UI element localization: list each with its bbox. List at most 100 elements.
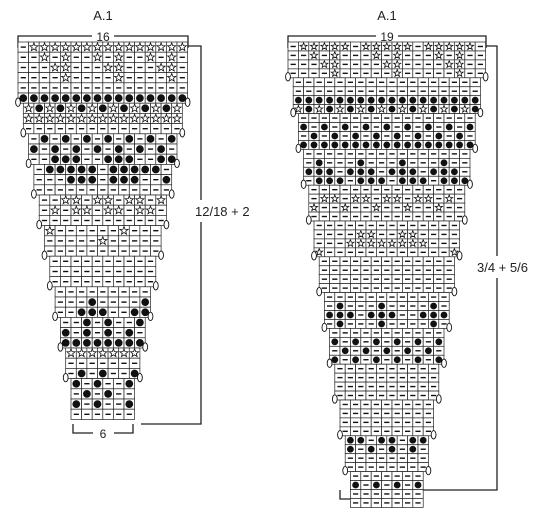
dot-stitch-symbol [107, 164, 120, 175]
purl-stitch-symbol [350, 408, 362, 419]
increase-marker [337, 430, 343, 440]
purl-stitch-symbol [324, 292, 336, 302]
purl-stitch-symbol [123, 276, 135, 288]
dot-stitch-symbol [97, 102, 109, 114]
purl-stitch-symbol [376, 444, 388, 455]
purl-stitch-symbol [65, 296, 77, 308]
purl-stitch-symbol [443, 131, 455, 141]
purl-stitch-symbol [381, 399, 393, 410]
purl-stitch-symbol [391, 489, 403, 499]
dot-stitch-symbol [412, 131, 424, 141]
purl-stitch-symbol [438, 247, 450, 258]
purl-stitch-symbol [97, 225, 109, 237]
purl-stitch-symbol [160, 123, 173, 135]
star-stitch-symbol [350, 193, 362, 204]
star-stitch-symbol [86, 113, 98, 124]
purl-stitch-symbol [376, 381, 388, 392]
purl-stitch-symbol [350, 202, 362, 213]
purl-stitch-symbol [355, 149, 367, 159]
purl-stitch-symbol [412, 426, 424, 437]
dot-stitch-symbol [412, 337, 424, 347]
purl-stitch-symbol [113, 408, 125, 420]
purl-stitch-symbol [160, 164, 173, 175]
purl-stitch-symbol [298, 113, 310, 123]
purl-stitch-symbol [134, 62, 146, 73]
purl-stitch-symbol [355, 462, 367, 472]
star-stitch-symbol [443, 193, 455, 204]
dot-stitch-symbol [407, 95, 419, 105]
purl-stitch-symbol [386, 453, 398, 464]
purl-stitch-symbol [303, 86, 315, 97]
purl-stitch-symbol [118, 245, 130, 257]
purl-stitch-symbol [318, 265, 330, 276]
star-stitch-symbol [49, 62, 61, 73]
purl-stitch-symbol [113, 327, 125, 339]
purl-stitch-symbol [365, 319, 377, 329]
dot-stitch-symbol [144, 133, 157, 145]
purl-stitch-symbol [344, 220, 356, 231]
dot-stitch-symbol [396, 175, 408, 186]
increase-marker [295, 143, 302, 154]
increase-marker [331, 394, 338, 404]
purl-stitch-symbol [474, 41, 486, 52]
star-stitch-symbol [370, 50, 382, 61]
purl-stitch-symbol [386, 462, 398, 472]
purl-stitch-symbol [402, 337, 414, 347]
purl-stitch-symbol [102, 215, 114, 226]
purl-stitch-symbol [334, 372, 346, 383]
purl-stitch-symbol [417, 390, 429, 401]
purl-stitch-symbol [391, 283, 403, 293]
dot-stitch-symbol [334, 95, 346, 105]
purl-stitch-symbol [54, 296, 67, 308]
purl-stitch-symbol [91, 327, 104, 339]
dot-stitch-symbol [75, 306, 88, 318]
dot-stitch-symbol [134, 143, 146, 155]
purl-stitch-symbol [417, 444, 429, 455]
dot-stitch-symbol [365, 175, 377, 186]
purl-stitch-symbol [422, 417, 434, 428]
purl-stitch-symbol [75, 235, 88, 247]
purl-stitch-symbol [344, 86, 356, 97]
purl-stitch-symbol [412, 498, 424, 508]
dot-stitch-symbol [123, 133, 135, 145]
purl-stitch-symbol [144, 194, 157, 206]
dot-stitch-symbol [329, 131, 341, 141]
purl-stitch-symbol [370, 265, 382, 276]
purl-stitch-symbol [81, 62, 93, 73]
increase-marker [20, 128, 27, 138]
dot-stitch-symbol [407, 175, 419, 186]
star-stitch-symbol [118, 347, 130, 359]
purl-stitch-symbol [402, 59, 414, 70]
purl-stitch-symbol [376, 363, 388, 374]
purl-stitch-symbol [422, 113, 434, 123]
purl-stitch-symbol [365, 247, 377, 258]
purl-stitch-symbol [370, 184, 382, 195]
purl-stitch-symbol [365, 381, 377, 392]
star-stitch-symbol [329, 50, 341, 61]
purl-stitch-symbol [443, 256, 455, 267]
purl-stitch-symbol [376, 462, 388, 472]
dot-stitch-symbol [33, 102, 45, 114]
purl-stitch-symbol [350, 211, 362, 222]
purl-stitch-symbol [91, 204, 104, 216]
dot-stitch-symbol [407, 104, 419, 114]
dot-stitch-symbol [417, 435, 429, 446]
purl-stitch-symbol [102, 408, 114, 420]
increase-marker [184, 97, 191, 107]
purl-stitch-symbol [428, 220, 440, 231]
dot-stitch-symbol [386, 444, 398, 455]
purl-stitch-symbol [407, 310, 419, 320]
purl-stitch-symbol [443, 211, 455, 222]
star-stitch-symbol [433, 50, 445, 61]
purl-stitch-symbol [391, 471, 403, 481]
purl-stitch-symbol [334, 238, 346, 249]
star-stitch-symbol [391, 68, 403, 79]
dot-stitch-symbol [81, 337, 93, 349]
purl-stitch-symbol [370, 471, 382, 481]
purl-stitch-symbol [381, 202, 393, 213]
purl-stitch-symbol [412, 202, 424, 213]
dot-stitch-symbol [118, 102, 130, 114]
star-stitch-symbol [417, 238, 429, 249]
purl-stitch-symbol [97, 296, 109, 308]
purl-stitch-symbol [70, 317, 82, 328]
